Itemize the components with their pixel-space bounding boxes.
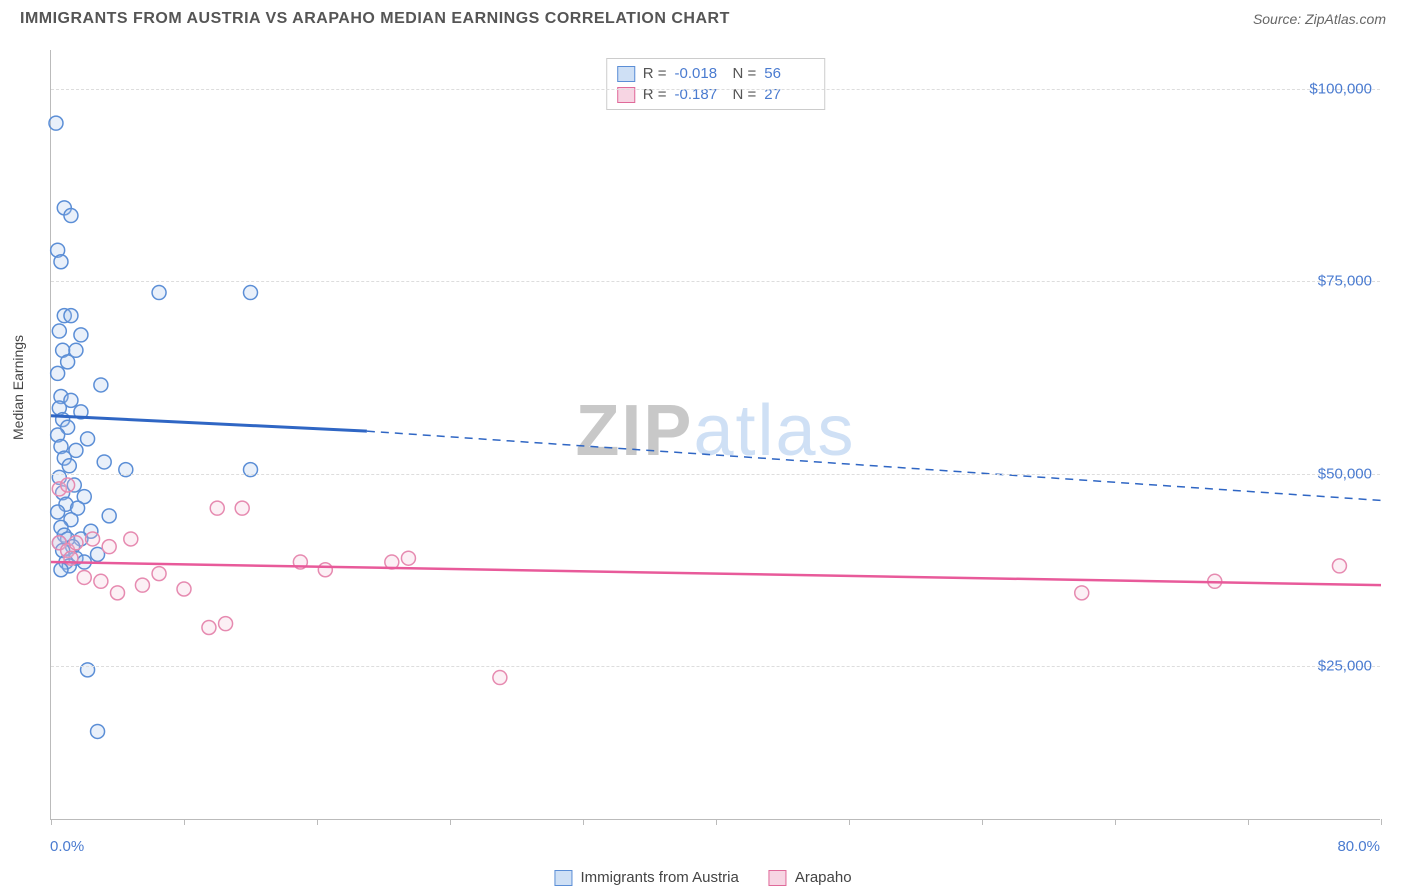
scatter-point-arapaho [69, 536, 83, 550]
scatter-point-arapaho [152, 567, 166, 581]
scatter-point-arapaho [493, 671, 507, 685]
x-tick-mark [583, 819, 584, 825]
gridline-horizontal [51, 89, 1380, 90]
plot-area: ZIPatlas R =-0.018N =56R =-0.187N =27 $2… [50, 50, 1380, 820]
scatter-point-austria [81, 432, 95, 446]
scatter-point-austria [244, 463, 258, 477]
scatter-point-austria [97, 455, 111, 469]
y-tick-label: $75,000 [1318, 273, 1372, 290]
x-tick-mark [1248, 819, 1249, 825]
scatter-point-arapaho [177, 582, 191, 596]
legend-swatch-arapaho [769, 870, 787, 886]
scatter-point-arapaho [1075, 586, 1089, 600]
scatter-point-austria [91, 724, 105, 738]
stats-row-austria: R = -0.018 N = 56 [617, 63, 815, 84]
x-tick-mark [51, 819, 52, 825]
x-axis-max-label: 80.0% [1337, 838, 1380, 855]
stats-R-value-austria: -0.018 [675, 65, 725, 82]
scatter-point-austria [52, 324, 66, 338]
scatter-point-austria [81, 663, 95, 677]
stats-N-label: N = [733, 65, 757, 82]
source-attribution: Source: ZipAtlas.com [1253, 11, 1386, 27]
scatter-point-arapaho [102, 540, 116, 554]
y-axis-label: Median Earnings [10, 335, 26, 440]
scatter-point-arapaho [135, 578, 149, 592]
scatter-point-arapaho [124, 532, 138, 546]
x-tick-mark [317, 819, 318, 825]
scatter-point-arapaho [111, 586, 125, 600]
scatter-point-arapaho [235, 501, 249, 515]
scatter-point-arapaho [318, 563, 332, 577]
scatter-point-austria [102, 509, 116, 523]
gridline-horizontal [51, 666, 1380, 667]
y-tick-label: $25,000 [1318, 658, 1372, 675]
x-tick-mark [1381, 819, 1382, 825]
x-tick-mark [849, 819, 850, 825]
scatter-point-arapaho [94, 574, 108, 588]
legend-label-arapaho: Arapaho [795, 869, 852, 886]
chart-title: IMMIGRANTS FROM AUSTRIA VS ARAPAHO MEDIA… [20, 10, 730, 28]
scatter-point-austria [119, 463, 133, 477]
y-tick-label: $50,000 [1318, 465, 1372, 482]
scatter-point-arapaho [61, 478, 75, 492]
scatter-point-arapaho [219, 617, 233, 631]
trendline-solid-arapaho [51, 562, 1381, 585]
scatter-point-austria [49, 116, 63, 130]
x-tick-mark [184, 819, 185, 825]
scatter-point-austria [152, 286, 166, 300]
scatter-point-austria [94, 378, 108, 392]
gridline-horizontal [51, 281, 1380, 282]
stats-R-label: R = [643, 65, 667, 82]
legend-item-austria: Immigrants from Austria [554, 869, 738, 886]
scatter-point-austria [54, 563, 68, 577]
stats-N-value-austria: 56 [764, 65, 814, 82]
legend-swatch-austria [554, 870, 572, 886]
legend-label-austria: Immigrants from Austria [580, 869, 738, 886]
scatter-point-arapaho [202, 621, 216, 635]
x-tick-mark [450, 819, 451, 825]
x-tick-mark [1115, 819, 1116, 825]
stats-row-arapaho: R =-0.187N =27 [617, 84, 815, 105]
scatter-svg [51, 50, 1380, 819]
scatter-point-austria [244, 286, 258, 300]
correlation-stats-box: R = -0.018 N = 56 R =-0.187N =27 [606, 58, 826, 110]
trendline-solid-austria [51, 416, 367, 431]
source-name: ZipAtlas.com [1305, 11, 1386, 27]
x-axis-min-label: 0.0% [50, 838, 84, 855]
scatter-point-austria [74, 328, 88, 342]
scatter-point-arapaho [86, 532, 100, 546]
scatter-point-austria [54, 255, 68, 269]
scatter-point-austria [62, 459, 76, 473]
scatter-point-arapaho [401, 551, 415, 565]
legend-item-arapaho: Arapaho [769, 869, 852, 886]
scatter-point-austria [61, 355, 75, 369]
scatter-point-austria [51, 366, 65, 380]
series-legend: Immigrants from Austria Arapaho [554, 869, 851, 886]
scatter-point-arapaho [77, 570, 91, 584]
scatter-point-austria [64, 209, 78, 223]
scatter-point-austria [51, 505, 65, 519]
scatter-point-arapaho [1332, 559, 1346, 573]
chart-header: IMMIGRANTS FROM AUSTRIA VS ARAPAHO MEDIA… [0, 0, 1406, 36]
scatter-point-austria [64, 309, 78, 323]
trendline-dashed-austria [367, 431, 1381, 500]
x-tick-mark [982, 819, 983, 825]
y-tick-label: $100,000 [1309, 80, 1372, 97]
gridline-horizontal [51, 474, 1380, 475]
stats-swatch-austria [617, 66, 635, 82]
scatter-point-arapaho [210, 501, 224, 515]
x-tick-mark [716, 819, 717, 825]
source-label: Source: [1253, 11, 1301, 27]
